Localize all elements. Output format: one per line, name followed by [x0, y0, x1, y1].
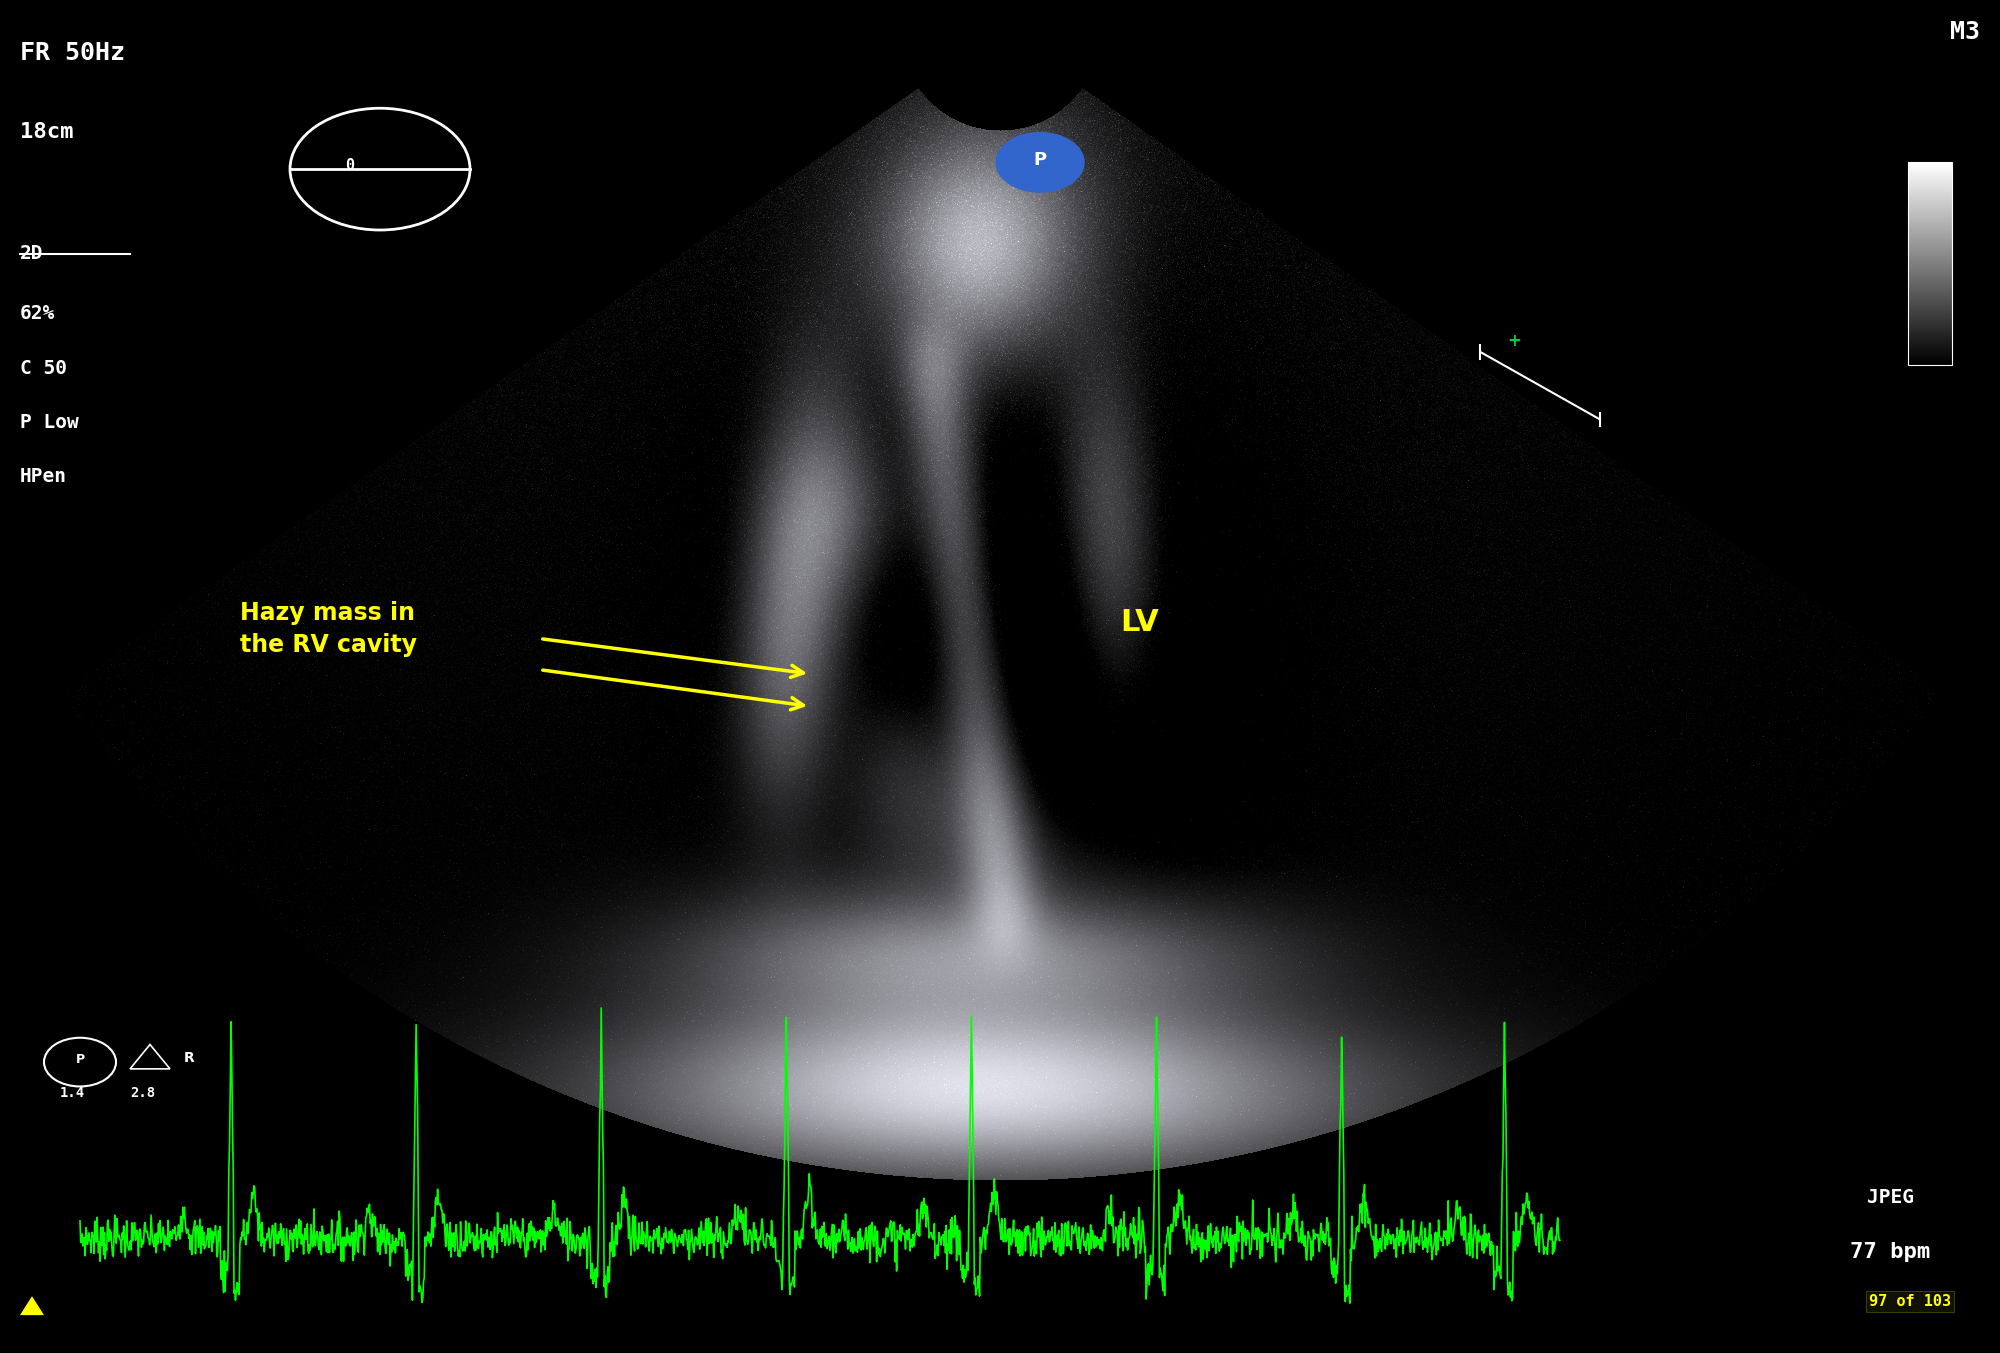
- Text: JPEG: JPEG: [1866, 1188, 1914, 1207]
- Text: 77 bpm: 77 bpm: [1850, 1242, 1930, 1261]
- Polygon shape: [20, 1296, 44, 1315]
- Text: +: +: [1508, 331, 1520, 350]
- Text: 2.8: 2.8: [130, 1086, 156, 1100]
- Text: 0: 0: [346, 157, 354, 173]
- Text: HPen: HPen: [20, 467, 68, 486]
- Text: C 50: C 50: [20, 359, 68, 377]
- Text: Hazy mass in
the RV cavity: Hazy mass in the RV cavity: [240, 601, 416, 658]
- Text: 97 of 103: 97 of 103: [1868, 1293, 1952, 1310]
- Bar: [1908, 162, 1952, 365]
- Text: 62%: 62%: [20, 304, 56, 323]
- Text: LV: LV: [1120, 607, 1160, 637]
- Text: FR 50Hz: FR 50Hz: [20, 41, 124, 65]
- Text: P: P: [76, 1053, 84, 1066]
- Text: R: R: [184, 1051, 194, 1065]
- Text: 2D: 2D: [20, 244, 44, 262]
- Circle shape: [996, 133, 1084, 192]
- Text: 18cm: 18cm: [20, 122, 74, 142]
- Text: M3: M3: [1950, 20, 1980, 45]
- Text: P: P: [1034, 150, 1046, 169]
- Text: P Low: P Low: [20, 413, 78, 432]
- Text: 1.4: 1.4: [60, 1086, 86, 1100]
